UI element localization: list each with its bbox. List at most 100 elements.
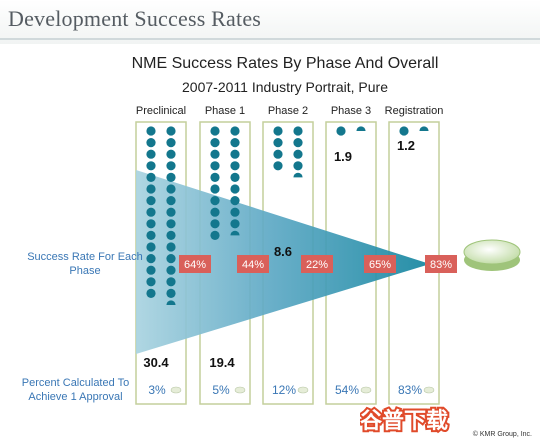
success-rate-label: 44% xyxy=(242,259,264,271)
compound-dot xyxy=(146,172,156,182)
compound-dot xyxy=(230,149,240,159)
compound-dot xyxy=(230,184,240,194)
success-rate-box xyxy=(237,255,269,273)
cumulative-percent: 54% xyxy=(335,383,359,397)
title-rule xyxy=(0,38,540,40)
cumulative-percent: 5% xyxy=(212,383,230,397)
phase-header: Preclinical xyxy=(136,105,186,117)
small-pill-icon xyxy=(423,386,435,394)
cumulative-percent: 3% xyxy=(148,383,166,397)
success-rate-label: 22% xyxy=(306,259,328,271)
compounds-needed-label: 1.9 xyxy=(334,149,352,164)
compound-dot xyxy=(230,126,240,136)
compound-dot xyxy=(230,196,240,206)
small-pill-icon xyxy=(234,386,246,394)
compound-dot xyxy=(166,184,176,194)
compound-dot xyxy=(210,161,220,171)
success-funnel xyxy=(136,170,430,354)
compound-dot xyxy=(230,161,240,171)
compound-dot xyxy=(146,277,156,287)
compound-dot xyxy=(166,138,176,148)
watermark-logo: 谷普下载 xyxy=(360,406,450,434)
compound-dot-partial xyxy=(293,172,303,178)
compound-dot-partial xyxy=(230,230,240,236)
small-pill-icon xyxy=(360,386,372,394)
compound-dot xyxy=(166,196,176,206)
compound-dot xyxy=(146,219,156,229)
success-rate-label: 83% xyxy=(430,259,452,271)
compound-dot xyxy=(210,138,220,148)
compound-dot xyxy=(146,126,156,136)
compound-dot-partial xyxy=(356,126,366,131)
compound-dot xyxy=(273,149,283,159)
pill-icon-top xyxy=(463,239,521,265)
cumulative-percent: 83% xyxy=(398,383,422,397)
compound-dot xyxy=(146,254,156,264)
compound-dot xyxy=(166,230,176,240)
compound-dot xyxy=(210,172,220,182)
compound-dot xyxy=(146,288,156,298)
chart-title: NME Success Rates By Phase And Overall xyxy=(131,55,439,72)
compound-dot xyxy=(336,126,346,136)
compound-dot xyxy=(230,207,240,217)
small-pill-icon xyxy=(297,386,309,394)
compound-dot xyxy=(146,161,156,171)
compound-dot xyxy=(146,138,156,148)
compound-dot xyxy=(230,172,240,182)
compound-dot xyxy=(210,196,220,206)
compound-dot xyxy=(210,126,220,136)
compound-dot xyxy=(166,277,176,287)
success-rate-box xyxy=(301,255,333,273)
compound-dot xyxy=(146,207,156,217)
compound-dot xyxy=(166,219,176,229)
small-pill-icon xyxy=(170,386,182,394)
compound-dot xyxy=(166,207,176,217)
compound-dot xyxy=(166,126,176,136)
compound-dot xyxy=(399,126,409,136)
success-rate-label: 65% xyxy=(369,259,391,271)
svg-text:谷普下载: 谷普下载 xyxy=(360,408,448,434)
compound-dot xyxy=(293,126,303,136)
phase-header: Phase 2 xyxy=(268,105,308,117)
compound-dot xyxy=(166,242,176,252)
cumulative-percent: 12% xyxy=(272,383,296,397)
compound-dot xyxy=(230,138,240,148)
compound-dot xyxy=(146,196,156,206)
compound-dot xyxy=(210,230,220,240)
compound-dot xyxy=(166,149,176,159)
compound-dot xyxy=(230,219,240,229)
phase-header: Registration xyxy=(385,105,444,117)
compound-dot xyxy=(166,265,176,275)
compound-dot xyxy=(293,161,303,171)
compound-dot xyxy=(293,149,303,159)
compound-dot xyxy=(166,288,176,298)
phase-header: Phase 3 xyxy=(331,105,371,117)
success-rate-box xyxy=(425,255,457,273)
compound-dot xyxy=(210,219,220,229)
chart-subtitle: 2007-2011 Industry Portrait, Pure xyxy=(182,79,388,95)
success-rate-label: 64% xyxy=(184,259,206,271)
compound-dot xyxy=(146,149,156,159)
copyright-credit: © KMR Group, Inc. xyxy=(472,431,532,438)
percent-calculated-row-label: Percent Calculated To Achieve 1 Approval xyxy=(21,377,130,403)
phase-header: Phase 1 xyxy=(205,105,245,117)
compound-dot xyxy=(146,230,156,240)
compounds-needed-label: 19.4 xyxy=(209,355,235,370)
compound-dot xyxy=(166,161,176,171)
compound-dot xyxy=(146,265,156,275)
compound-dot xyxy=(293,138,303,148)
compound-dot xyxy=(273,161,283,171)
compound-dot xyxy=(273,138,283,148)
success-rate-box xyxy=(179,255,211,273)
compound-dot xyxy=(273,126,283,136)
compounds-needed-label: 1.2 xyxy=(397,138,415,153)
compound-dot xyxy=(210,149,220,159)
compound-dot xyxy=(146,184,156,194)
compound-dot-partial xyxy=(166,300,176,305)
header-band xyxy=(0,0,540,44)
success-rate-box xyxy=(364,255,396,273)
compound-dot xyxy=(166,254,176,264)
success-rate-row-label: Success Rate For Each Phase xyxy=(27,251,143,277)
compound-dot xyxy=(210,184,220,194)
